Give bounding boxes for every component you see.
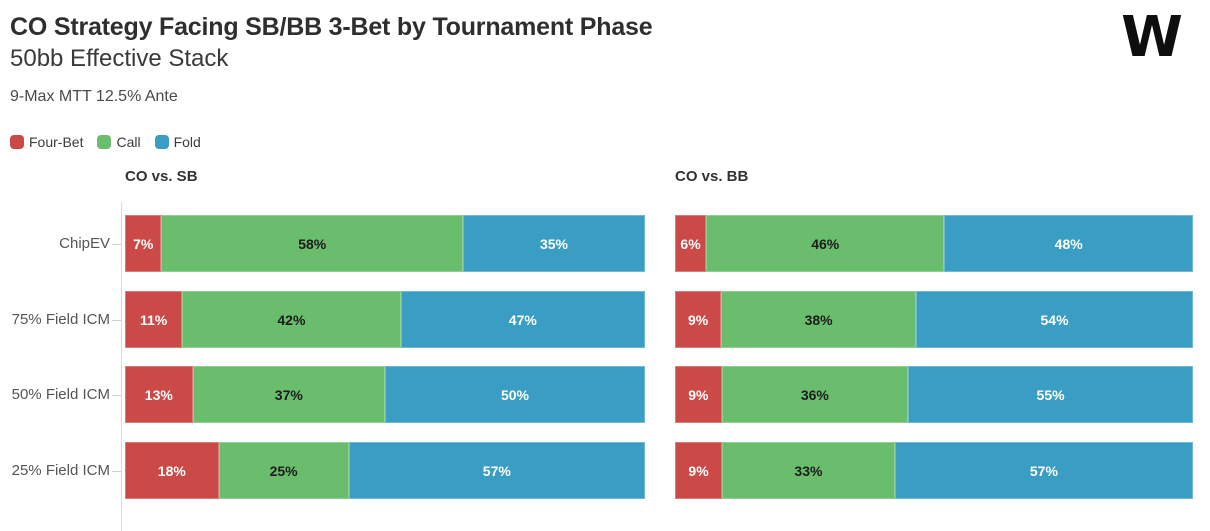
chart-meta: 9-Max MTT 12.5% Ante (10, 88, 178, 105)
segment-value-label: 46% (811, 235, 840, 252)
bar-segment-call: 25% (218, 442, 349, 499)
segment-value-label: 9% (688, 462, 709, 479)
segment-value-label: 25% (269, 462, 298, 479)
bar-row: 9% 33% 57% (675, 442, 1193, 499)
bar-row: 7% 58% 35% (125, 215, 645, 272)
segment-value-label: 48% (1054, 235, 1083, 252)
y-axis-line (121, 202, 122, 531)
bar-segment-fold: 48% (944, 215, 1193, 272)
bar-segment-call: 36% (721, 366, 909, 423)
bar-segment-four-bet: 18% (125, 442, 219, 499)
segment-value-label: 57% (1029, 462, 1058, 479)
segment-value-label: 36% (800, 386, 829, 403)
page-subtitle: 50bb Effective Stack (10, 45, 229, 72)
bar-segment-call: 46% (706, 215, 945, 272)
y-axis-tick (112, 470, 121, 472)
y-axis-label: ChipEV (59, 235, 110, 252)
panel-title-co-vs-bb: CO vs. BB (675, 168, 749, 185)
bar-row: 9% 38% 54% (675, 291, 1193, 348)
bar-segment-fold: 50% (385, 366, 645, 423)
segment-value-label: 9% (688, 386, 709, 403)
y-axis-label: 75% Field ICM (11, 311, 110, 328)
legend: Four-Bet Call Fold (10, 134, 201, 150)
segment-value-label: 55% (1036, 386, 1065, 403)
segment-value-label: 57% (482, 462, 511, 479)
legend-label: Call (116, 134, 141, 150)
segment-value-label: 50% (500, 386, 530, 403)
bar-segment-four-bet: 13% (125, 366, 193, 423)
bar-segment-four-bet: 7% (125, 215, 162, 272)
bar-segment-fold: 54% (916, 291, 1193, 348)
y-axis-label: 50% Field ICM (11, 386, 110, 403)
bar-segment-call: 33% (722, 442, 895, 499)
bar-row: 18% 25% 57% (125, 442, 645, 499)
bar-segment-call: 38% (721, 291, 917, 348)
segment-value-label: 9% (687, 311, 709, 328)
y-axis-label: 25% Field ICM (11, 462, 110, 479)
legend-item-fold: Fold (154, 134, 201, 150)
segment-value-label: 18% (157, 462, 186, 479)
bar-segment-four-bet: 11% (125, 291, 183, 348)
bar-segment-four-bet: 6% (675, 215, 707, 272)
y-axis-tick (112, 319, 121, 321)
bar-segment-four-bet: 9% (675, 291, 722, 348)
bar-segment-call: 58% (161, 215, 463, 272)
segment-value-label: 13% (144, 386, 173, 403)
bar-row: 13% 37% 50% (125, 366, 645, 423)
bar-segment-fold: 55% (908, 366, 1193, 423)
y-axis-tick (112, 394, 121, 396)
segment-value-label: 33% (794, 462, 823, 479)
page-title: CO Strategy Facing SB/BB 3-Bet by Tourna… (10, 13, 653, 41)
bar-segment-fold: 57% (348, 442, 645, 499)
segment-value-label: 54% (1040, 311, 1069, 328)
legend-item-call: Call (97, 134, 141, 150)
bar-segment-fold: 35% (463, 215, 645, 272)
bar-segment-fold: 57% (894, 442, 1193, 499)
legend-swatch-icon (154, 135, 169, 149)
segment-value-label: 7% (133, 235, 154, 252)
legend-swatch-icon (97, 135, 112, 149)
segment-value-label: 35% (539, 235, 569, 252)
y-axis-tick (112, 243, 121, 245)
legend-label: Four-Bet (29, 134, 84, 150)
segment-value-label: 11% (139, 311, 168, 328)
segment-value-label: 37% (274, 386, 303, 403)
bar-row: 6% 46% 48% (675, 215, 1193, 272)
brand-logo-w-icon: W (1121, 5, 1183, 70)
segment-value-label: 58% (298, 235, 327, 252)
bar-segment-call: 37% (192, 366, 385, 423)
bar-segment-call: 42% (182, 291, 401, 348)
segment-value-label: 38% (804, 311, 833, 328)
segment-value-label: 42% (277, 311, 306, 328)
bar-segment-fold: 47% (400, 291, 645, 348)
bar-row: 9% 36% 55% (675, 366, 1193, 423)
legend-swatch-icon (10, 135, 24, 149)
bar-row: 11% 42% 47% (125, 291, 645, 348)
bar-segment-four-bet: 9% (675, 366, 722, 423)
segment-value-label: 6% (680, 235, 701, 252)
legend-item-four-bet: Four-Bet (10, 134, 83, 150)
bar-segment-four-bet: 9% (675, 442, 723, 499)
legend-label: Fold (173, 134, 201, 150)
panel-title-co-vs-sb: CO vs. SB (125, 168, 198, 185)
segment-value-label: 47% (508, 311, 537, 328)
